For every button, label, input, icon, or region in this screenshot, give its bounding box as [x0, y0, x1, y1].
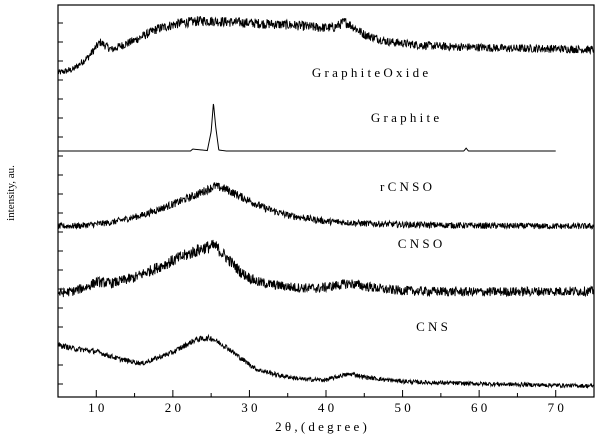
x-tick-label: 5 0: [394, 400, 410, 415]
trace-graphite-oxide: [57, 16, 595, 75]
trace-graphite: [58, 103, 556, 152]
x-tick-label: 2 0: [165, 400, 181, 415]
plot-border: [57, 4, 595, 398]
x-tick-label: 1 0: [88, 400, 104, 415]
x-tick-label: 4 0: [318, 400, 334, 415]
trace-cnso: [57, 239, 595, 298]
x-tick-label: 7 0: [548, 400, 564, 415]
plot-frame: [57, 4, 595, 398]
series-label: C N S O: [398, 236, 442, 251]
trace-cns: [57, 333, 595, 389]
series-label: G r a p h i t e O x i d e: [312, 65, 428, 80]
series-label: G r a p h i t e: [371, 110, 439, 125]
series-label: C N S: [416, 319, 448, 334]
traces: [57, 16, 595, 389]
series-label: r C N S O: [380, 179, 432, 194]
x-axis-tick-labels: 1 0 2 0 3 0 4 0 5 0 6 0 7 0: [88, 400, 564, 415]
x-tick-label: 6 0: [471, 400, 487, 415]
x-axis-label: 2 θ , ( d e g r e e ): [275, 419, 367, 434]
x-axis-ticks: [57, 390, 595, 397]
y-axis-label: intensity, au.: [5, 165, 17, 221]
series-labels: G r a p h i t e O x i d e G r a p h i t e…: [312, 65, 448, 334]
trace-rcnso: [57, 182, 595, 230]
x-tick-label: 3 0: [241, 400, 257, 415]
